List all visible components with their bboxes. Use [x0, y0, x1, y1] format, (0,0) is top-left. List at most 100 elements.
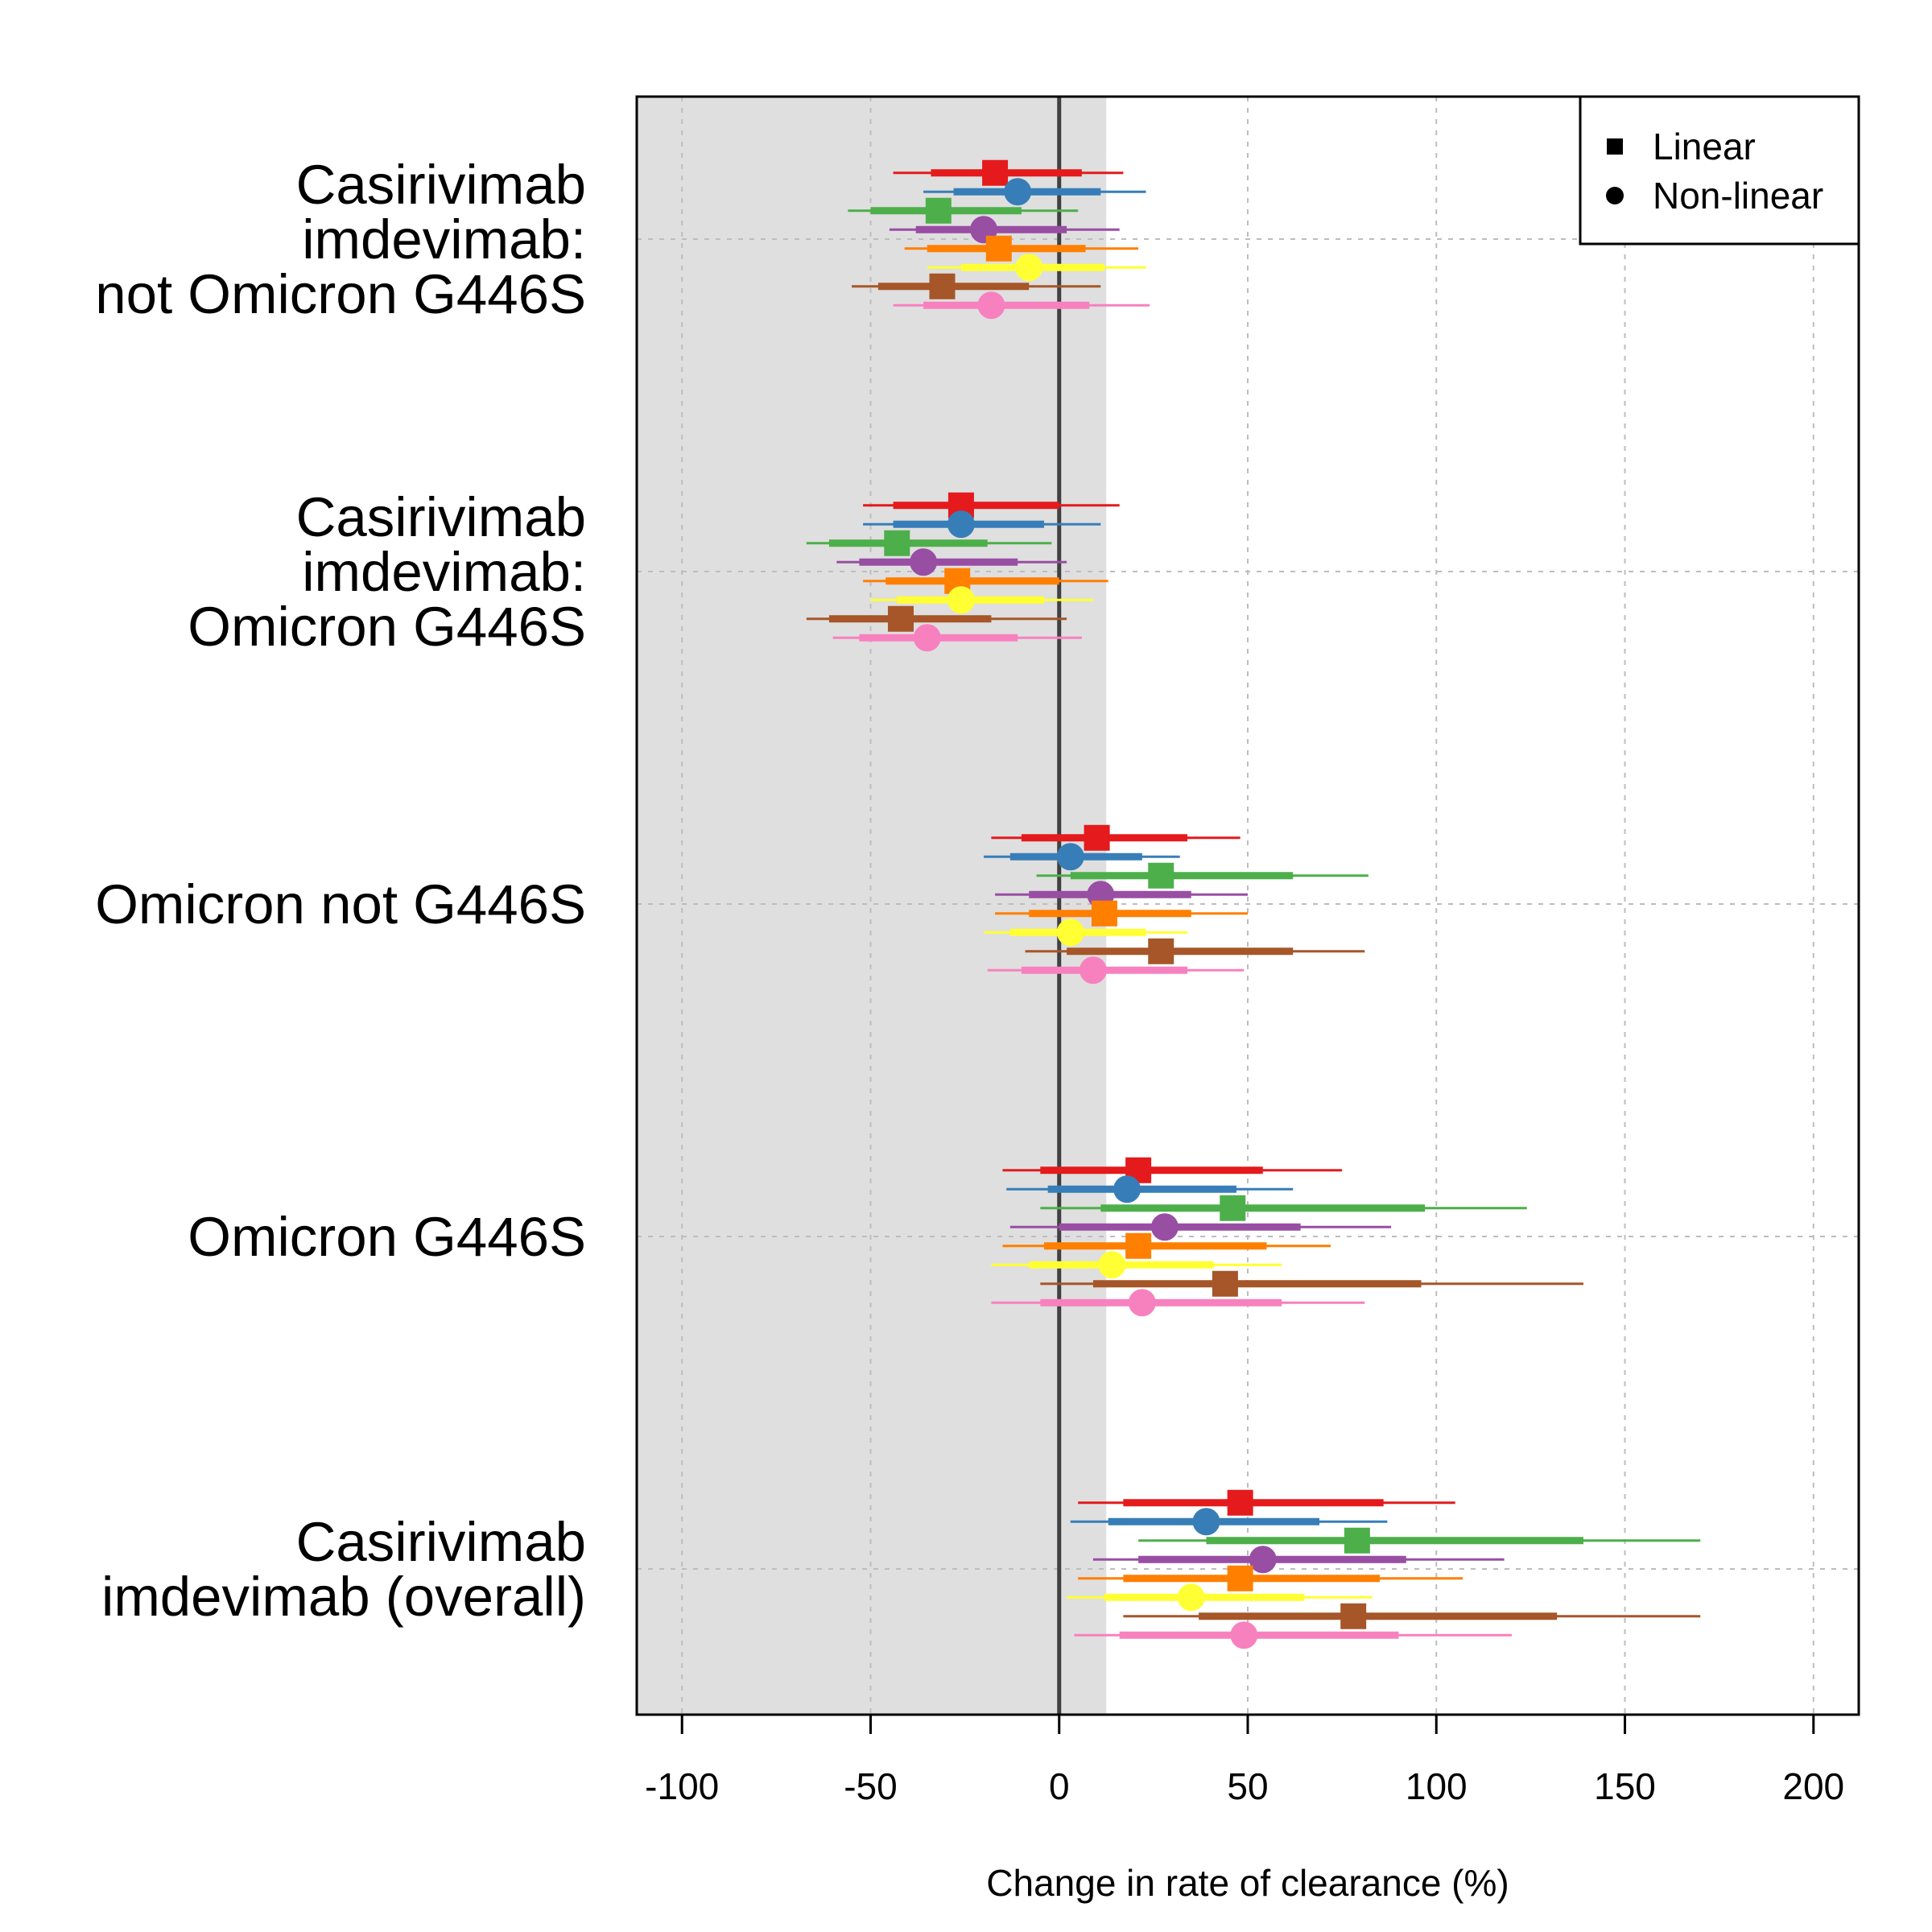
group-labels: Casirivimab imdevimab: not Omicron G446SCa… — [95, 154, 586, 1628]
point-square — [1212, 1270, 1238, 1297]
group-label: Casirivimab imdevimab: Omicron G446S — [188, 486, 586, 658]
point-circle — [1192, 1508, 1220, 1536]
estimate-m1 — [1078, 1489, 1455, 1516]
estimate-m5 — [1002, 1232, 1331, 1259]
estimate-m3 — [848, 197, 1079, 224]
estimate-m6 — [870, 586, 1093, 614]
estimate-m1 — [893, 159, 1124, 186]
estimate-m7 — [1040, 1270, 1583, 1297]
group-label-line: not Omicron G446S — [95, 263, 586, 325]
x-axis: -100 -50 0 50 100 150 200 — [645, 1713, 1844, 1807]
point-circle — [1128, 1289, 1156, 1317]
estimate-m7 — [806, 605, 1067, 632]
estimate-m6 — [984, 919, 1188, 947]
point-square — [1148, 938, 1174, 964]
estimate-m5 — [995, 900, 1248, 927]
point-circle — [947, 510, 975, 539]
point-circle — [910, 548, 938, 576]
estimate-m3 — [1040, 1195, 1527, 1221]
group-label: Omicron G446S — [188, 1206, 586, 1268]
point-square — [1125, 1232, 1152, 1259]
group-label: Omicron not G446S — [95, 873, 586, 935]
legend-square-icon — [1607, 138, 1623, 155]
x-tick-label: -50 — [844, 1765, 897, 1807]
point-circle — [1113, 1175, 1141, 1203]
plot-background — [637, 97, 1107, 1715]
group-label-line: Casirivimab — [296, 154, 586, 216]
shaded-region — [637, 97, 1107, 1715]
point-circle — [1056, 843, 1084, 871]
group-label: Casirivimab imdevimab: not Omicron G446S — [95, 154, 586, 325]
x-tick-label: 200 — [1782, 1765, 1844, 1807]
group-label-line: Omicron G446S — [188, 1206, 586, 1268]
group-label-line: imdevimab (overall) — [101, 1566, 586, 1628]
point-square — [1091, 900, 1117, 927]
point-square — [925, 197, 952, 224]
group-label-line: Casirivimab — [296, 1511, 586, 1573]
group-label-line: Omicron G446S — [188, 596, 586, 658]
estimate-m8 — [987, 956, 1245, 985]
point-circle — [1177, 1583, 1205, 1612]
estimate-m4 — [836, 548, 1067, 576]
x-tick-label: 50 — [1227, 1765, 1268, 1807]
point-circle — [1056, 919, 1084, 947]
estimate-m7 — [852, 273, 1101, 299]
point-circle — [913, 624, 941, 652]
x-tick-label: 100 — [1406, 1765, 1468, 1807]
point-square — [1220, 1195, 1246, 1221]
estimate-m2 — [863, 510, 1101, 539]
estimate-m8 — [991, 1289, 1365, 1317]
point-circle — [977, 291, 1005, 320]
point-circle — [1098, 1251, 1126, 1279]
point-circle — [947, 586, 975, 614]
estimate-m7 — [1123, 1603, 1701, 1629]
point-circle — [1079, 956, 1107, 985]
estimate-m2 — [984, 843, 1180, 871]
point-square — [929, 273, 956, 299]
group-label-line: imdevimab: — [302, 541, 586, 603]
point-square — [884, 530, 910, 556]
point-square — [985, 235, 1012, 262]
legend: Linear Non-linear — [1579, 95, 1860, 246]
legend-label: Linear — [1653, 126, 1756, 167]
legend-circle-icon — [1606, 187, 1624, 204]
estimate-m1 — [991, 824, 1241, 851]
legend-label: Non-linear — [1653, 175, 1823, 217]
point-square — [1148, 862, 1174, 889]
group-label-line: Casirivimab — [296, 486, 586, 548]
estimate-m6 — [1067, 1583, 1373, 1612]
estimate-m4 — [1092, 1546, 1505, 1574]
estimate-m3 — [1036, 862, 1368, 889]
group-label-line: imdevimab: — [302, 208, 586, 270]
estimate-m8 — [1074, 1621, 1512, 1649]
group-label: Casirivimab imdevimab (overall) — [101, 1511, 586, 1628]
x-axis-title: Change in rate of clearance (%) — [986, 1862, 1509, 1904]
point-square — [887, 605, 914, 632]
estimate-m3 — [1138, 1527, 1701, 1554]
point-circle — [1249, 1546, 1277, 1574]
estimate-m2 — [1006, 1175, 1294, 1203]
point-square — [1340, 1603, 1367, 1629]
estimate-m5 — [863, 568, 1108, 594]
point-square — [1227, 1565, 1253, 1591]
estimate-m6 — [927, 254, 1146, 282]
point-circle — [1015, 254, 1043, 282]
group-label-line: Omicron not G446S — [95, 873, 586, 935]
point-circle — [1150, 1213, 1179, 1241]
estimate-m4 — [1009, 1213, 1392, 1241]
estimate-m8 — [893, 291, 1150, 320]
point-square — [1227, 1489, 1253, 1516]
legend-box — [1579, 95, 1860, 246]
estimate-m7 — [1025, 938, 1365, 964]
x-tick-label: 0 — [1049, 1765, 1070, 1807]
estimate-m3 — [806, 530, 1052, 556]
data-marks — [806, 159, 1701, 1649]
x-tick-label: -100 — [645, 1765, 719, 1807]
estimate-m5 — [904, 235, 1139, 262]
estimate-m2 — [923, 178, 1146, 206]
estimate-m6 — [991, 1251, 1282, 1279]
point-square — [982, 159, 1009, 186]
estimate-m8 — [832, 624, 1082, 652]
point-square — [1344, 1527, 1370, 1554]
